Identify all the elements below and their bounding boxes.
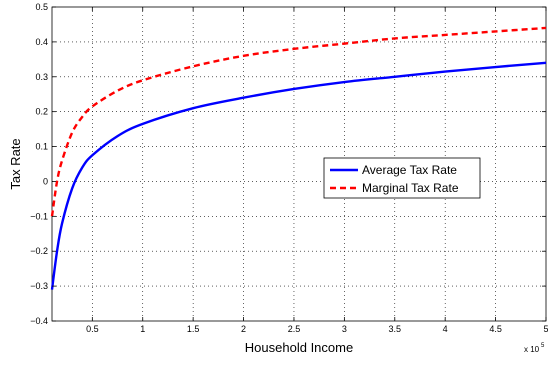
- x-tick-label: 1: [140, 324, 145, 334]
- x-tick-label: 5: [543, 324, 548, 334]
- x-tick-label: 3: [342, 324, 347, 334]
- x-tick-label: 4.5: [489, 324, 502, 334]
- average-tax-rate-line: [50, 61, 547, 290]
- y-tick-label: −0.4: [30, 316, 48, 326]
- legend: Average Tax Rate Marginal Tax Rate: [323, 157, 481, 199]
- y-tick-label: −0.1: [30, 211, 48, 221]
- legend-box: [323, 157, 481, 199]
- x-tick-label: 2: [241, 324, 246, 334]
- y-tick-label: 0.3: [35, 72, 48, 82]
- x-tick-label: 2.5: [288, 324, 301, 334]
- y-tick-label: 0.5: [35, 2, 48, 12]
- x-tick-label: 0.5: [86, 324, 99, 334]
- y-tick-label: −0.3: [30, 281, 48, 291]
- axis-ticks: 0.5 1 1.5 2 2.5 3 3.5 4 4.5 5 −0.4 −0.3 −0.2 −0.1 0 0.1…: [30, 2, 548, 334]
- y-tick-label: 0.1: [35, 142, 48, 152]
- y-tick-label: 0: [43, 176, 48, 186]
- marginal-tax-rate-line: [50, 26, 547, 217]
- legend-label-average: Average Tax Rate: [362, 163, 457, 177]
- y-axis-title: Tax Rate: [8, 138, 23, 189]
- x-axis-title: Household Income: [245, 340, 353, 355]
- x-tick-label: 1.5: [187, 324, 200, 334]
- x-scale-label: x 10: [524, 345, 540, 354]
- x-scale-exponent: 5: [541, 343, 545, 349]
- y-tick-label: −0.2: [30, 246, 48, 256]
- y-tick-label: 0.4: [35, 37, 48, 47]
- y-tick-label: 0.2: [35, 107, 48, 117]
- x-tick-label: 3.5: [389, 324, 402, 334]
- series-lines: [50, 26, 547, 290]
- x-scale-multiplier: x 10 5: [524, 343, 545, 354]
- legend-label-marginal: Marginal Tax Rate: [362, 181, 459, 195]
- x-tick-label: 4: [443, 324, 448, 334]
